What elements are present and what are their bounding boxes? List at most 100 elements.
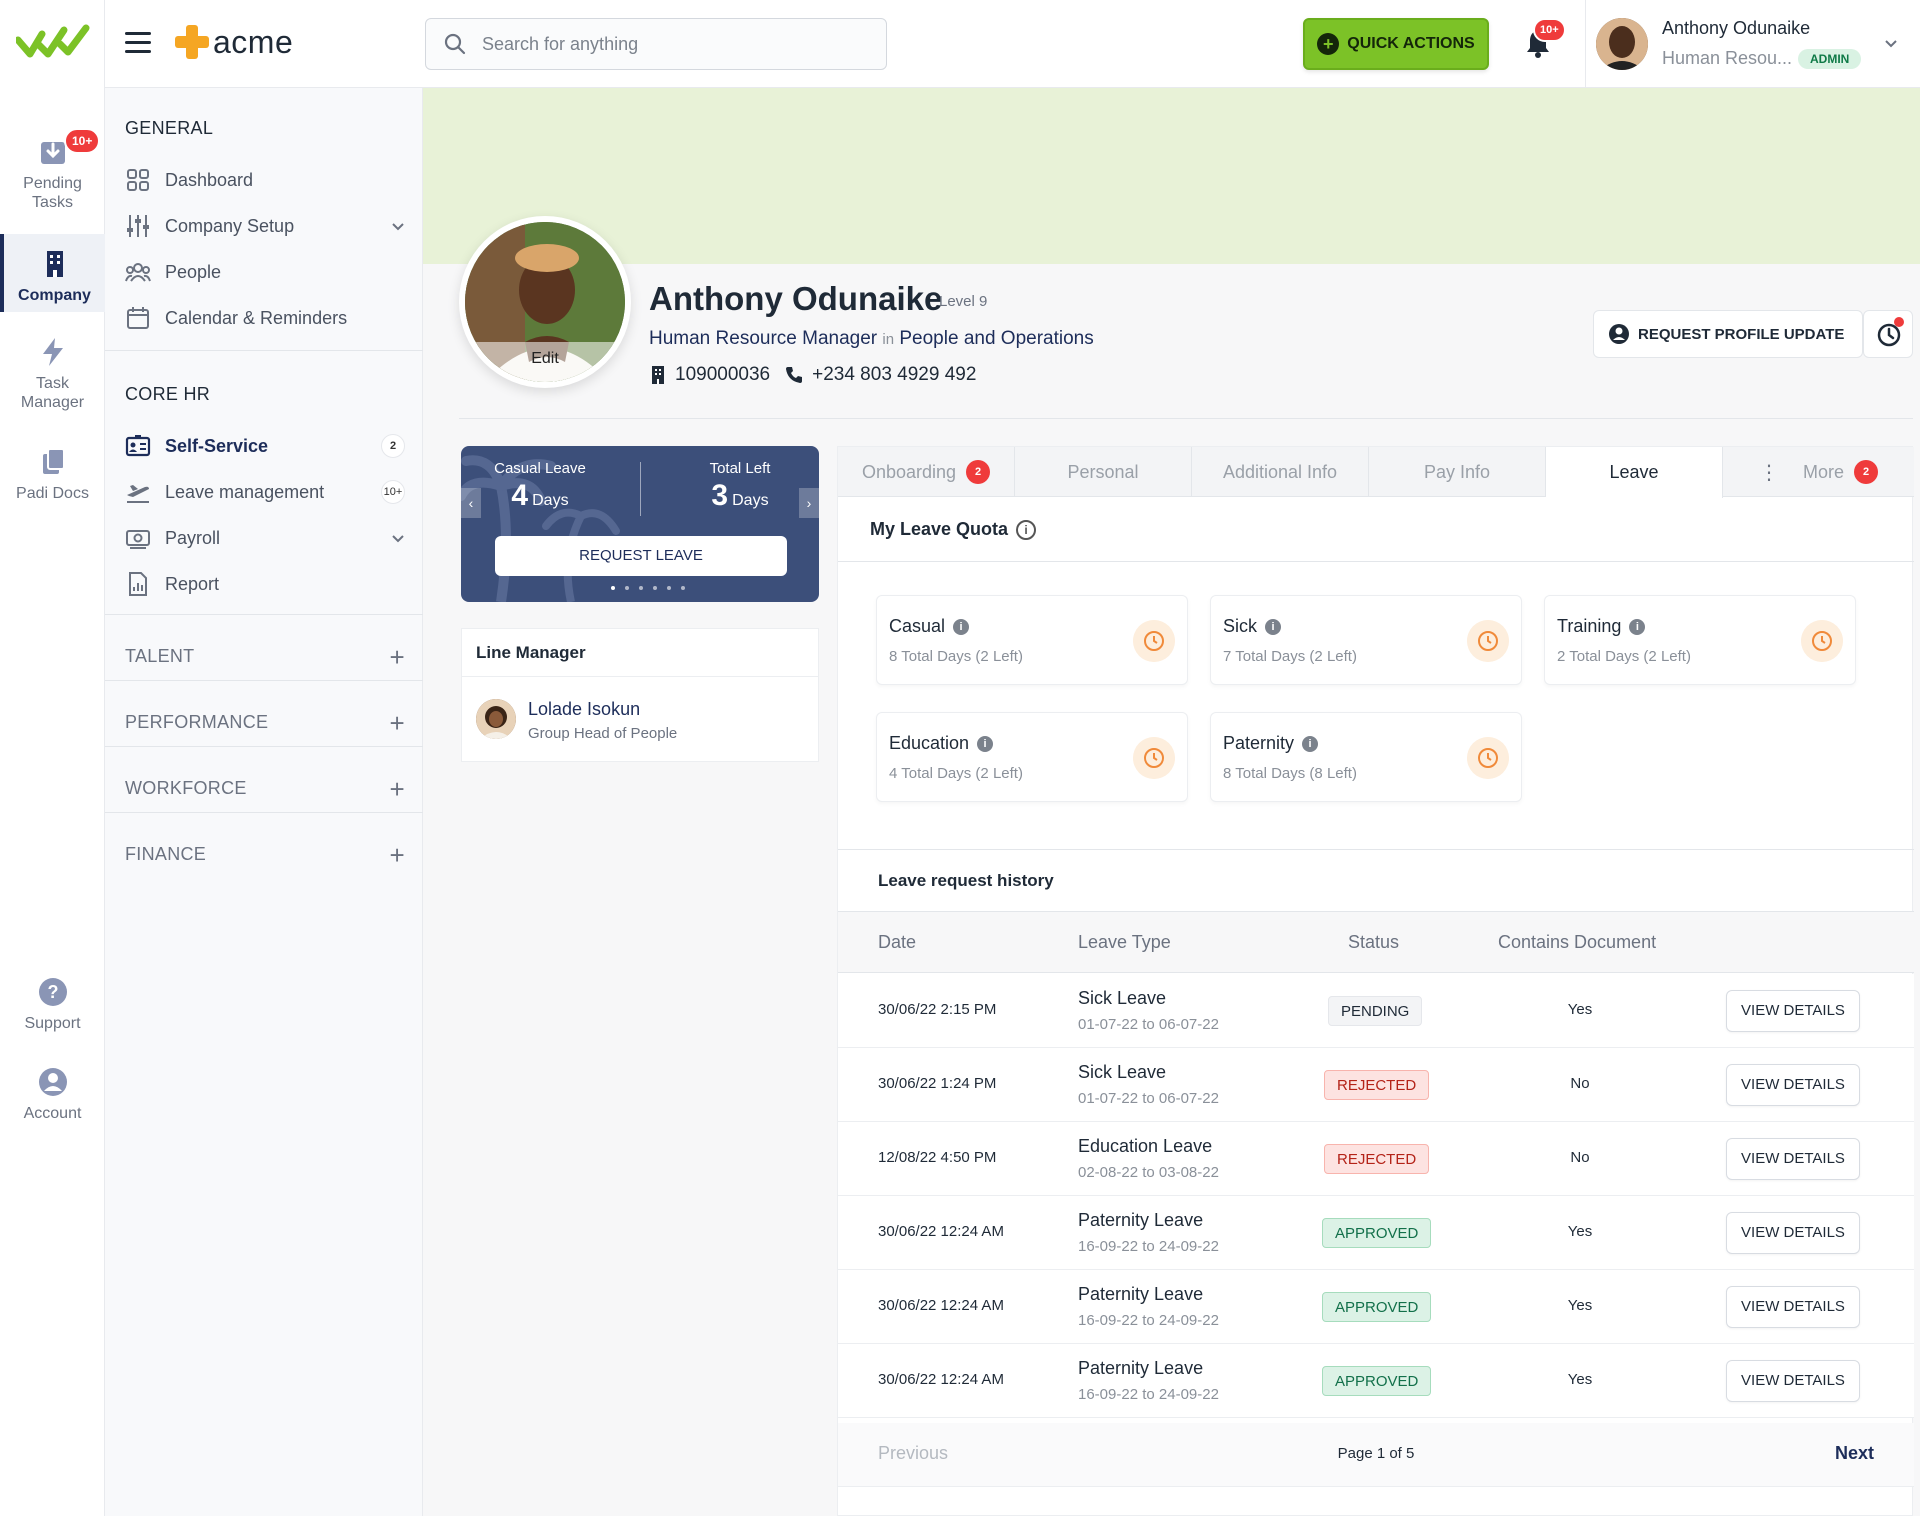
user-menu[interactable]: Anthony Odunaike Human Resou... ADMIN: [1585, 0, 1920, 88]
request-leave-button[interactable]: REQUEST LEAVE: [495, 536, 787, 576]
nav-item-people[interactable]: People: [125, 254, 415, 290]
profile-tabs-panel: Onboarding 2 Personal Additional Info Pa…: [837, 446, 1914, 1516]
carousel-dot[interactable]: [653, 586, 657, 590]
job-title-link[interactable]: Human Resource Manager: [649, 328, 878, 349]
user-circle-icon: [38, 1068, 67, 1096]
carousel-dot[interactable]: [681, 586, 685, 590]
plus-circle-icon: +: [1317, 33, 1340, 55]
building-icon: [46, 251, 63, 277]
row-leave-type: Paternity Leave: [1078, 1284, 1204, 1304]
nav-section-core-hr: CORE HR: [125, 384, 211, 404]
view-details-button[interactable]: VIEW DETAILS: [1726, 1138, 1860, 1180]
quota-name-label: Sick: [1223, 616, 1258, 636]
carousel-dot[interactable]: [639, 586, 643, 590]
info-icon[interactable]: i: [1016, 519, 1037, 540]
row-leave-type: Paternity Leave: [1078, 1358, 1204, 1378]
quota-card-sick: Sick i 7 Total Days (2 Left): [1210, 595, 1522, 685]
tab-bar: Onboarding 2 Personal Additional Info Pa…: [838, 447, 1914, 498]
info-icon[interactable]: i: [1302, 735, 1319, 752]
nav-item-dashboard[interactable]: Dashboard: [125, 162, 415, 198]
history-button[interactable]: [1863, 310, 1913, 358]
line-manager-name[interactable]: Lolade Isokun: [528, 699, 641, 719]
rail-padi-docs[interactable]: Padi Docs: [0, 446, 105, 503]
nav-label: Leave management: [165, 481, 325, 502]
nav-item-company-setup[interactable]: Company Setup: [125, 208, 415, 244]
info-icon[interactable]: i: [977, 735, 994, 752]
quick-actions-button[interactable]: + QUICK ACTIONS: [1303, 18, 1489, 70]
nav-group-finance[interactable]: FINANCE +: [125, 840, 415, 870]
rail-task-manager[interactable]: Task Manager: [0, 336, 105, 412]
carousel-dots: [611, 586, 685, 590]
nav-label: Payroll: [165, 527, 221, 548]
brand-name: acme: [213, 23, 294, 60]
carousel-dot[interactable]: [625, 586, 629, 590]
rail-support[interactable]: ? Support: [0, 976, 105, 1033]
documents-icon: [42, 448, 65, 474]
avatar: [1596, 18, 1648, 70]
chevron-down-icon[interactable]: [1884, 36, 1898, 50]
view-details-button[interactable]: VIEW DETAILS: [1726, 990, 1860, 1032]
view-details-button[interactable]: VIEW DETAILS: [1726, 1212, 1860, 1254]
tab-pay-info[interactable]: Pay Info: [1369, 447, 1546, 497]
row-document: Yes: [1567, 1297, 1593, 1314]
view-details-button[interactable]: VIEW DETAILS: [1726, 1360, 1860, 1402]
rail-account[interactable]: Account: [0, 1066, 105, 1123]
rail-company[interactable]: Company: [0, 234, 105, 312]
history-title: Leave request history: [878, 871, 1054, 890]
tab-label: Additional Info: [1222, 461, 1338, 482]
row-leave-type: Education Leave: [1078, 1136, 1213, 1156]
lightning-icon: [42, 338, 63, 366]
department-link[interactable]: People and Operations: [899, 328, 1094, 349]
dashboard-grid-icon: [127, 169, 149, 191]
nav-item-payroll[interactable]: Payroll: [125, 520, 415, 556]
request-profile-update-button[interactable]: REQUEST PROFILE UPDATE: [1593, 310, 1863, 358]
rail-pending-tasks[interactable]: Pending Tasks: [0, 136, 105, 212]
info-icon[interactable]: i: [953, 618, 970, 635]
next-page-button[interactable]: Next: [1834, 1443, 1874, 1463]
column-header-leave-type: Leave Type: [1078, 932, 1171, 952]
row-date: 12/08/22 4:50 PM: [878, 1149, 997, 1166]
user-name: Anthony Odunaike: [1662, 18, 1811, 38]
profile-avatar[interactable]: Edit: [459, 216, 631, 388]
nav-item-leave-management[interactable]: Leave management 10+: [125, 474, 415, 510]
request-update-label: REQUEST PROFILE UPDATE: [1638, 325, 1845, 343]
view-details-button[interactable]: VIEW DETAILS: [1726, 1286, 1860, 1328]
nav-item-self-service[interactable]: Self-Service 2: [125, 422, 435, 464]
tab-personal[interactable]: Personal: [1015, 447, 1192, 497]
history-clock-icon: [1877, 323, 1901, 347]
nav-divider: [105, 680, 423, 681]
app-logo-icon[interactable]: [16, 20, 90, 64]
previous-page-button[interactable]: Previous: [878, 1443, 949, 1463]
sliders-icon: [127, 215, 149, 237]
phone-icon: [786, 367, 803, 383]
nav-item-calendar[interactable]: Calendar & Reminders: [125, 300, 415, 336]
nav-group-performance[interactable]: PERFORMANCE +: [125, 708, 415, 738]
search-input[interactable]: [482, 19, 872, 69]
nav-group-workforce[interactable]: WORKFORCE +: [125, 774, 415, 804]
tab-more[interactable]: ⋮ More 2: [1723, 447, 1914, 497]
tab-badge: 2: [1854, 460, 1878, 484]
nav-group-label: PERFORMANCE: [125, 712, 269, 732]
avatar-edit-button[interactable]: Edit: [465, 342, 625, 382]
chevron-down-icon: [392, 223, 404, 231]
inbox-download-icon: [40, 142, 65, 164]
info-icon[interactable]: i: [1265, 618, 1282, 635]
view-details-button[interactable]: VIEW DETAILS: [1726, 1064, 1860, 1106]
carousel-dot[interactable]: [611, 586, 615, 590]
tab-leave[interactable]: Leave: [1546, 447, 1723, 498]
info-icon[interactable]: i: [1629, 618, 1646, 635]
quota-name-label: Casual: [889, 616, 946, 636]
carousel-dot[interactable]: [667, 586, 671, 590]
plus-icon: +: [389, 642, 405, 672]
top-bar: acme + QUICK ACTIONS 10+: [105, 0, 1920, 88]
tab-additional-info[interactable]: Additional Info: [1192, 447, 1369, 497]
tab-onboarding[interactable]: Onboarding 2: [838, 447, 1015, 497]
carousel-prev-button[interactable]: ‹: [461, 488, 481, 518]
nav-group-talent[interactable]: TALENT +: [125, 642, 415, 672]
quota-name: Casual i: [889, 616, 970, 637]
carousel-next-button[interactable]: ›: [799, 488, 819, 518]
hamburger-menu-icon[interactable]: [125, 32, 151, 54]
row-date: 30/06/22 12:24 AM: [878, 1371, 1004, 1388]
nav-item-report[interactable]: Report: [125, 566, 415, 602]
brand[interactable]: acme: [175, 22, 293, 62]
